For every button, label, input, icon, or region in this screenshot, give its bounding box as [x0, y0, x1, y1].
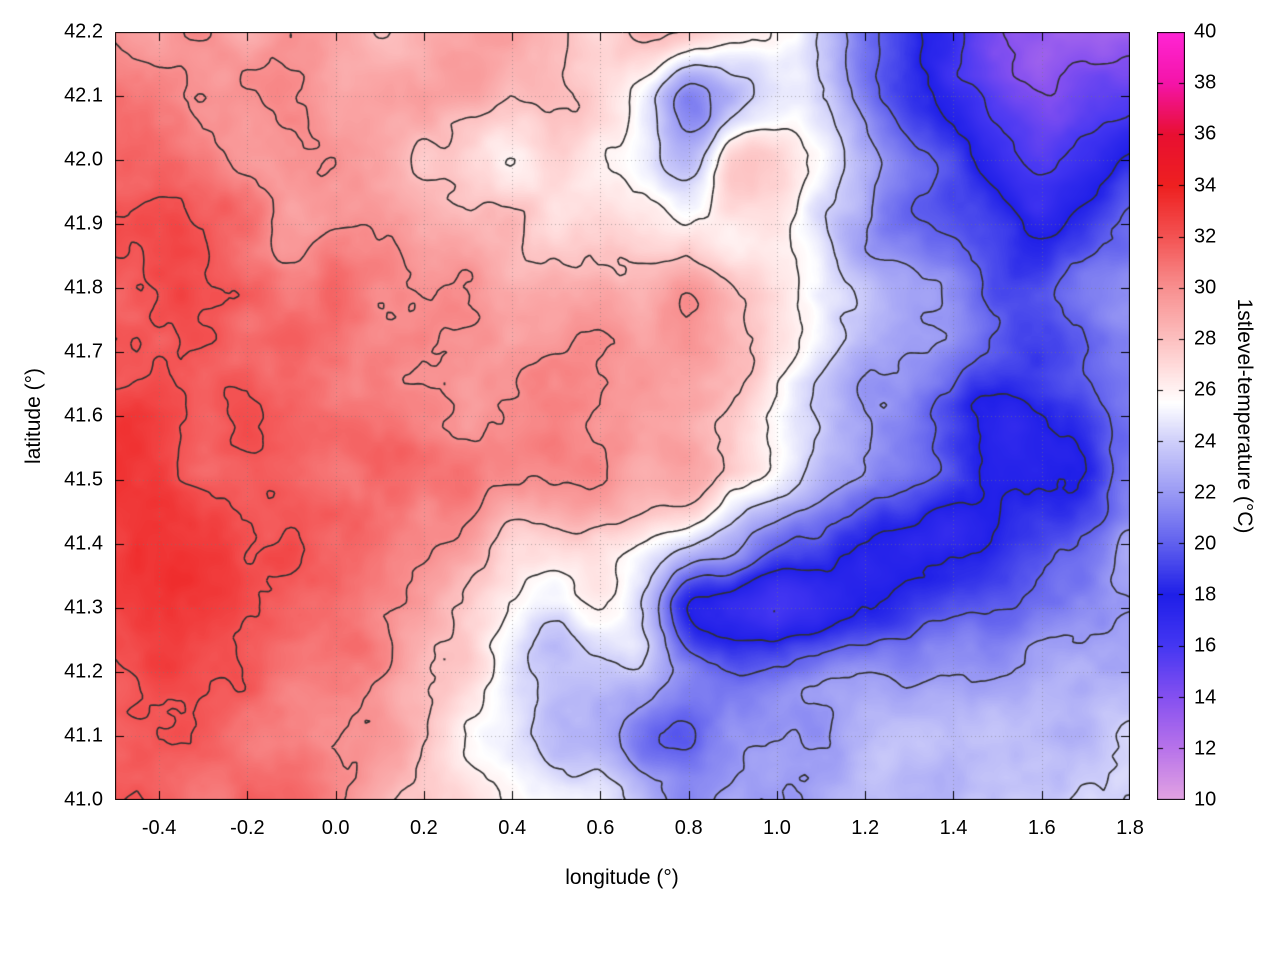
- colorbar-tick-label: 26: [1194, 378, 1217, 401]
- y-tick-label: 42.0: [64, 148, 103, 171]
- x-tick-label: 1.8: [1116, 817, 1144, 839]
- colorbar-tick-label: 30: [1194, 276, 1217, 299]
- y-tick-label: 41.2: [64, 660, 103, 683]
- y-tick-label: 41.7: [64, 340, 103, 363]
- x-tick-label: 0.0: [321, 817, 350, 839]
- y-tick-label: 41.4: [64, 532, 103, 555]
- y-tick-label: 41.3: [64, 596, 103, 619]
- y-tick-label: 41.1: [64, 724, 103, 747]
- colorbar-tick-label: 24: [1194, 430, 1217, 453]
- y-tick-label: 41.0: [64, 788, 103, 811]
- y-tick-label: 41.6: [64, 404, 103, 427]
- colorbar-canvas: [1157, 32, 1185, 800]
- y-tick-label: 42.1: [64, 84, 103, 107]
- x-tick-label: 0.6: [586, 817, 615, 839]
- x-tick-label: -0.4: [141, 817, 177, 839]
- heatmap-canvas: [115, 32, 1130, 800]
- x-tick-label: 1.4: [939, 817, 968, 839]
- y-tick-label: 41.5: [64, 468, 103, 491]
- y-axis-label: latitude (°): [22, 368, 45, 464]
- colorbar-tick-label: 16: [1194, 634, 1217, 657]
- colorbar-tick-label: 38: [1194, 71, 1217, 94]
- x-tick-label: 0.2: [410, 817, 438, 839]
- colorbar-tick-label: 32: [1194, 225, 1217, 248]
- colorbar-tick-label: 18: [1194, 583, 1217, 606]
- colorbar-tick-label: 36: [1194, 122, 1217, 145]
- y-tick-label: 41.9: [64, 212, 103, 235]
- colorbar-label: 1stlevel-temperature (°C): [1233, 298, 1256, 534]
- colorbar-tick-label: 34: [1194, 174, 1217, 197]
- colorbar-tick-label: 12: [1194, 737, 1217, 760]
- x-tick-label: 1.6: [1027, 817, 1056, 839]
- x-tick-label: 0.4: [498, 817, 527, 839]
- x-tick-label: -0.2: [230, 817, 265, 839]
- x-tick-label: 1.2: [851, 817, 880, 839]
- colorbar-tick-label: 28: [1194, 327, 1217, 350]
- colorbar-tick-label: 20: [1194, 532, 1217, 555]
- colorbar-tick-label: 40: [1194, 20, 1217, 43]
- x-axis-label: longitude (°): [565, 866, 679, 889]
- y-tick-label: 41.8: [64, 276, 103, 299]
- x-tick-label: 1.0: [763, 817, 791, 839]
- colorbar-tick-label: 14: [1194, 686, 1217, 709]
- colorbar-tick-label: 22: [1194, 481, 1217, 504]
- y-tick-label: 42.2: [64, 20, 103, 43]
- x-tick-label: 0.8: [674, 817, 703, 839]
- colorbar-tick-label: 10: [1194, 788, 1217, 811]
